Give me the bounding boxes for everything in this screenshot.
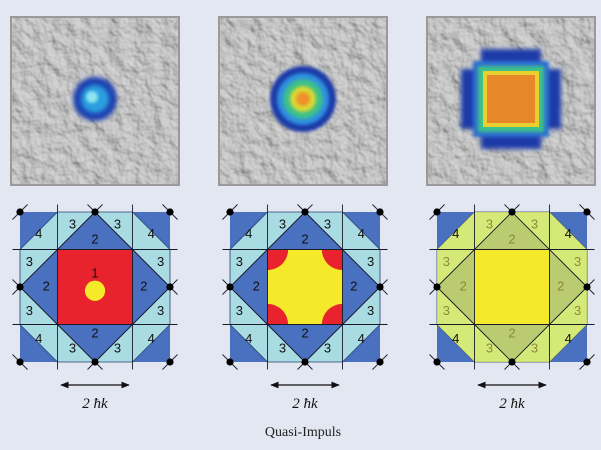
cloud: [86, 91, 98, 103]
zone-label: 4: [35, 331, 42, 346]
zone-label: 2: [460, 278, 467, 293]
lattice-point: [376, 283, 383, 290]
zone-label: 4: [358, 226, 365, 241]
lattice-point: [16, 283, 23, 290]
zone-label: 3: [279, 217, 286, 232]
cloud: [487, 75, 535, 123]
zone-label: 2: [350, 278, 357, 293]
scale-label: 2 ħk: [82, 396, 108, 412]
zone-label: 4: [565, 226, 572, 241]
zone-label: 3: [367, 254, 374, 269]
zone-label: 4: [35, 226, 42, 241]
zone-label: 3: [26, 303, 33, 318]
zone-label: 3: [324, 217, 331, 232]
lattice-point: [433, 208, 440, 215]
zone-label: 3: [486, 217, 493, 232]
cloud: [296, 92, 310, 106]
lattice-point: [583, 283, 590, 290]
scale-label: 2 ħk: [292, 396, 318, 412]
zone-label: 3: [324, 340, 331, 355]
figure: Quasi-Impuls 432343322334323412 ħk432343…: [0, 0, 601, 450]
lattice-point: [166, 358, 173, 365]
lattice-point: [583, 358, 590, 365]
zone-label: 4: [245, 331, 252, 346]
zone-label: 2: [508, 232, 515, 247]
zone-label: 3: [69, 340, 76, 355]
lattice-point: [16, 358, 23, 365]
zone-label: 3: [114, 217, 121, 232]
scale-label: 2 ħk: [499, 396, 525, 412]
lattice-point: [508, 208, 515, 215]
lattice-point: [376, 358, 383, 365]
zone-label: 4: [148, 226, 155, 241]
lattice-point: [226, 208, 233, 215]
zone-label: 2: [91, 232, 98, 247]
zone-label: 4: [452, 226, 459, 241]
lattice-point: [226, 358, 233, 365]
zone-label: 3: [574, 303, 581, 318]
lattice-point: [166, 283, 173, 290]
lattice-point: [301, 208, 308, 215]
zone-label: 4: [565, 331, 572, 346]
zone-label: 4: [148, 331, 155, 346]
lattice-point: [166, 208, 173, 215]
lattice-point: [16, 208, 23, 215]
zone-label: 3: [367, 303, 374, 318]
lattice-point: [433, 358, 440, 365]
zone-label: 2: [253, 278, 260, 293]
lattice-point: [91, 358, 98, 365]
zone-label: 2: [301, 325, 308, 340]
zone-label: 3: [236, 254, 243, 269]
zone-label: 3: [443, 303, 450, 318]
zone-label: 4: [245, 226, 252, 241]
zone-label: 3: [531, 217, 538, 232]
zone-label: 2: [43, 278, 50, 293]
fermi-surface: [475, 250, 550, 325]
zone-label: 3: [114, 340, 121, 355]
zone-label: 3: [69, 217, 76, 232]
zone-label: 2: [140, 278, 147, 293]
zone-label: 3: [157, 303, 164, 318]
zone-label: 2: [91, 325, 98, 340]
lattice-point: [376, 208, 383, 215]
caption: Quasi-Impuls: [265, 425, 341, 440]
lattice-point: [91, 208, 98, 215]
zone-label: 3: [157, 254, 164, 269]
lattice-point: [583, 208, 590, 215]
zone-label: 2: [301, 232, 308, 247]
lattice-point: [433, 283, 440, 290]
zone-label: 4: [358, 331, 365, 346]
zone-label: 3: [443, 254, 450, 269]
zone-label: 3: [26, 254, 33, 269]
zone-label: 3: [531, 340, 538, 355]
zone-label: 1: [91, 265, 98, 280]
zone-label: 4: [452, 331, 459, 346]
zone-label: 2: [508, 325, 515, 340]
lattice-point: [508, 358, 515, 365]
zone-label: 3: [236, 303, 243, 318]
lattice-point: [301, 358, 308, 365]
lattice-point: [226, 283, 233, 290]
zone-label: 3: [574, 254, 581, 269]
fermi-surface: [85, 281, 105, 301]
zone-label: 3: [279, 340, 286, 355]
zone-label: 2: [557, 278, 564, 293]
zone-label: 3: [486, 340, 493, 355]
